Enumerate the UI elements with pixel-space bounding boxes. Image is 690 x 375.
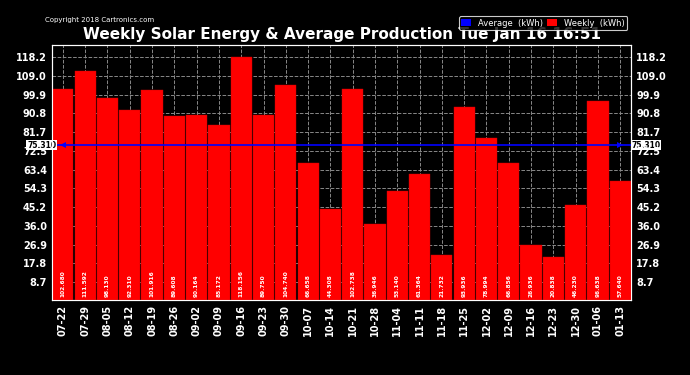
Bar	[297, 163, 319, 300]
Bar	[453, 107, 475, 300]
Bar	[520, 244, 542, 300]
Text: Copyright 2018 Cartronics.com: Copyright 2018 Cartronics.com	[45, 17, 154, 23]
Text: 26.936: 26.936	[529, 274, 533, 297]
Bar	[386, 191, 408, 300]
Text: 102.680: 102.680	[61, 270, 66, 297]
Bar	[431, 255, 453, 300]
Text: 101.916: 101.916	[150, 270, 155, 297]
Bar	[275, 85, 297, 300]
Bar	[587, 101, 609, 300]
Text: 93.936: 93.936	[462, 274, 466, 297]
Bar	[610, 182, 631, 300]
Text: 75.310: 75.310	[27, 141, 56, 150]
Bar	[342, 89, 363, 300]
Text: 102.738: 102.738	[351, 270, 355, 297]
Text: 118.156: 118.156	[239, 270, 244, 297]
Text: 66.658: 66.658	[306, 274, 310, 297]
Text: 78.994: 78.994	[484, 274, 489, 297]
Text: 21.732: 21.732	[440, 274, 444, 297]
Title: Weekly Solar Energy & Average Production Tue Jan 16 16:51: Weekly Solar Energy & Average Production…	[83, 27, 600, 42]
Bar	[253, 116, 274, 300]
Text: 61.364: 61.364	[417, 274, 422, 297]
Text: 57.640: 57.640	[618, 274, 622, 297]
Bar	[543, 257, 564, 300]
Bar	[164, 116, 185, 300]
Bar	[476, 138, 497, 300]
Text: 89.608: 89.608	[172, 274, 177, 297]
Legend: Average  (kWh), Weekly  (kWh): Average (kWh), Weekly (kWh)	[459, 16, 627, 30]
Text: 85.172: 85.172	[217, 274, 221, 297]
Bar	[320, 209, 341, 300]
Text: 66.856: 66.856	[506, 274, 511, 297]
Text: 104.740: 104.740	[284, 270, 288, 297]
Text: 90.164: 90.164	[194, 274, 199, 297]
Text: 92.310: 92.310	[127, 274, 132, 297]
Bar	[52, 89, 73, 300]
Text: 46.230: 46.230	[573, 274, 578, 297]
Bar	[230, 57, 252, 300]
Text: 20.838: 20.838	[551, 274, 556, 297]
Text: 89.750: 89.750	[261, 274, 266, 297]
Bar	[97, 98, 118, 300]
Bar	[409, 174, 430, 300]
Bar	[565, 205, 586, 300]
Text: 44.308: 44.308	[328, 274, 333, 297]
Bar	[119, 110, 140, 300]
Text: 75.310: 75.310	[631, 141, 660, 150]
Bar	[75, 70, 96, 300]
Text: 111.592: 111.592	[83, 270, 88, 297]
Text: 36.946: 36.946	[373, 274, 377, 297]
Bar	[364, 224, 386, 300]
Bar	[208, 125, 230, 300]
Text: 98.130: 98.130	[105, 274, 110, 297]
Bar	[186, 115, 207, 300]
Text: 96.638: 96.638	[595, 274, 600, 297]
Text: 53.140: 53.140	[395, 274, 400, 297]
Bar	[141, 90, 163, 300]
Bar	[498, 162, 520, 300]
